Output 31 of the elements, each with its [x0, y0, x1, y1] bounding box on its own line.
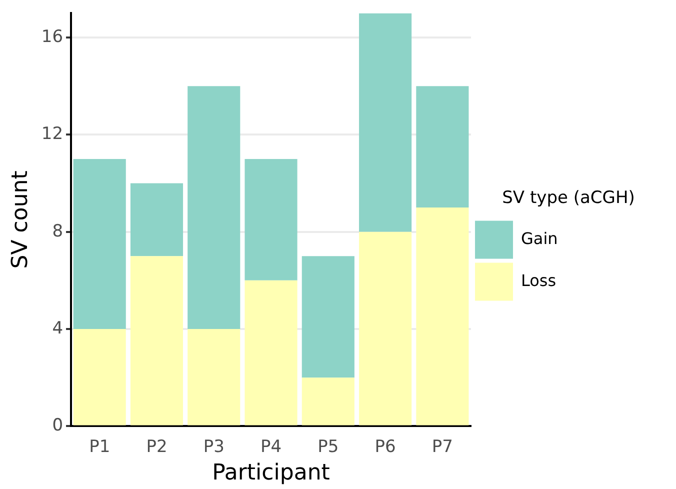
bar: [302, 256, 354, 378]
legend-label: Loss: [521, 270, 556, 290]
bar: [416, 86, 469, 208]
legend-label: Gain: [521, 228, 558, 248]
x-tick-label: P6: [374, 436, 396, 457]
y-axis-title: SV count: [8, 170, 33, 269]
y-tick-label: 8: [52, 221, 64, 242]
bar: [130, 256, 184, 426]
bar: [73, 329, 126, 426]
bar: [188, 329, 240, 426]
y-tick-label: 12: [41, 124, 64, 144]
bar: [73, 158, 126, 330]
x-tick-label: P3: [203, 436, 224, 457]
x-tick-label: P5: [318, 436, 339, 457]
bar: [244, 280, 298, 426]
y-tick-label: 0: [52, 416, 64, 436]
bar: [359, 232, 412, 426]
bar: [302, 378, 354, 426]
y-tick-label: 4: [52, 318, 64, 338]
bar: [416, 208, 469, 426]
x-tick-label: P4: [260, 436, 282, 457]
bar: [130, 183, 184, 256]
bar: [188, 86, 240, 330]
legend-title: SV type (aCGH): [502, 188, 635, 208]
x-tick-label: P7: [432, 436, 453, 457]
y-tick-label: 16: [41, 26, 64, 47]
x-axis-title: Participant: [212, 460, 330, 486]
x-tick-label: P2: [146, 436, 168, 457]
bar: [244, 158, 298, 280]
bar: [359, 13, 412, 232]
x-tick-label: P1: [89, 436, 110, 457]
